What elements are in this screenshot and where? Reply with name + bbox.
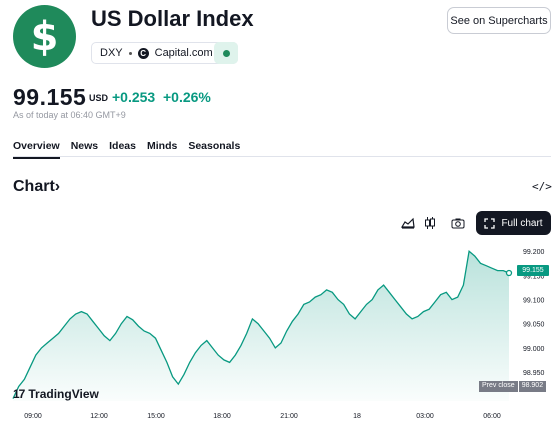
x-axis-tick-label: 18:00 (213, 413, 231, 420)
exchange-logo-icon: C (137, 47, 149, 59)
chevron-right-icon: › (54, 178, 61, 195)
y-axis-tick-label: 98.950 (523, 370, 545, 377)
page-title: US Dollar Index (91, 6, 254, 31)
candlestick-chart-icon[interactable] (419, 212, 441, 234)
current-price: 99.155 (13, 84, 87, 110)
prev-close-label: Prev close (479, 381, 518, 392)
expand-icon (484, 217, 496, 229)
y-axis-tick-label: 99.050 (523, 322, 545, 329)
tabs-divider (13, 156, 551, 157)
y-axis-tick-label: 99.100 (523, 298, 545, 305)
full-chart-button[interactable]: Full chart (476, 211, 551, 235)
x-axis-tick-label: 09:00 (24, 413, 42, 420)
tradingview-logo[interactable]: 17 TradingView (13, 387, 99, 401)
tab-seasonals[interactable]: Seasonals (188, 140, 241, 152)
y-axis-tick-label: 99.200 (523, 249, 545, 256)
symbol-exchange-selector[interactable]: DXY C Capital.com ▼ (91, 42, 238, 64)
x-axis-tick-label: 18 (353, 413, 361, 420)
y-axis-tick-label: 99.000 (523, 346, 545, 353)
full-chart-label: Full chart (501, 217, 543, 229)
market-open-dot-icon (222, 49, 230, 57)
tab-news[interactable]: News (70, 140, 99, 152)
price-change-percent: +0.26% (163, 89, 211, 105)
tab-overview[interactable]: Overview (13, 140, 60, 159)
chart-heading-link[interactable]: Chart› (13, 178, 60, 196)
tab-ideas[interactable]: Ideas (109, 140, 136, 152)
area-chart-icon[interactable] (397, 212, 419, 234)
quote-timestamp: As of today at 06:40 GMT+9 (13, 110, 126, 120)
price-change: +0.253 (112, 89, 156, 105)
prev-close-tag: Prev close 98.902 (479, 381, 547, 392)
tradingview-mark-icon: 17 (13, 387, 25, 401)
last-price-dot (505, 269, 513, 277)
section-tabs: Overview News Ideas Minds Seasonals (13, 140, 240, 159)
price-unit: USD (89, 93, 109, 103)
see-on-supercharts-button[interactable]: See on Supercharts (447, 7, 551, 34)
chart-heading-label: Chart (13, 178, 55, 195)
embed-code-icon[interactable]: </> (532, 180, 552, 193)
x-axis-tick-label: 15:00 (147, 413, 165, 420)
x-axis-tick-label: 21:00 (280, 413, 298, 420)
exchange-label: Capital.com (154, 47, 213, 59)
separator-dot (128, 51, 132, 55)
market-status-badge[interactable] (214, 42, 238, 64)
camera-icon[interactable] (447, 212, 469, 234)
ticker-label: DXY (100, 47, 123, 59)
x-axis-tick-label: 03:00 (416, 413, 434, 420)
last-price-tag: 99.155 (517, 265, 549, 276)
x-axis-tick-label: 12:00 (90, 413, 108, 420)
prev-close-value: 98.902 (518, 381, 547, 392)
tradingview-wordmark: TradingView (28, 387, 99, 401)
dollar-logo-icon: $ (13, 5, 76, 68)
tab-minds[interactable]: Minds (147, 140, 178, 152)
y-axis-tick-label: 99.150 (523, 273, 545, 280)
x-axis-tick-label: 06:00 (483, 413, 501, 420)
price-chart[interactable]: 99.200 99.150 99.100 99.050 99.000 98.950 09:… (0, 236, 560, 423)
price-line (12, 249, 510, 399)
price-area-fill (13, 251, 509, 401)
